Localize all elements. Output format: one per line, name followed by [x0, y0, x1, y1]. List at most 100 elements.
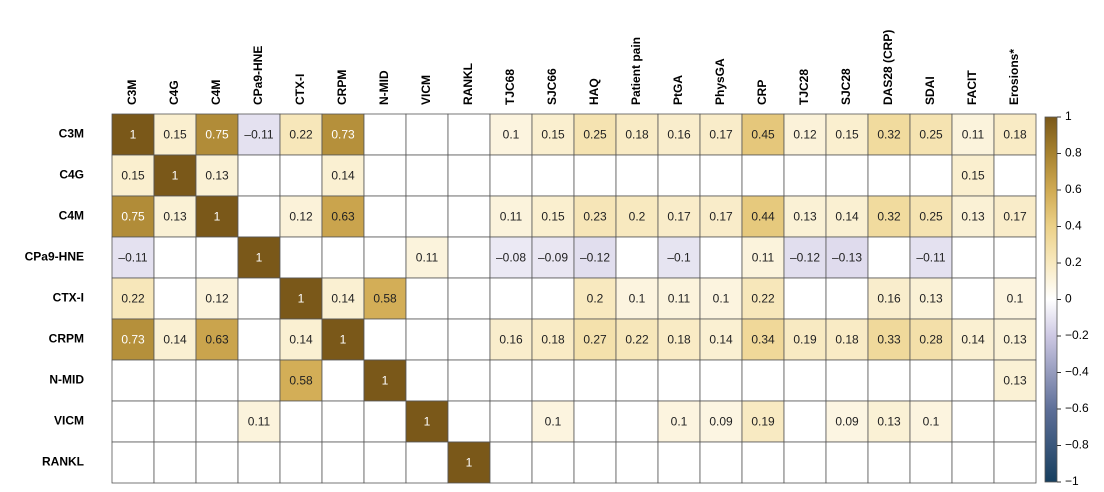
- empty-cell: [405, 359, 449, 402]
- column-label: SJC28: [839, 68, 853, 105]
- column-label: FACIT: [965, 70, 979, 105]
- column-label: PhysGA: [713, 58, 727, 105]
- empty-cell: [237, 195, 281, 238]
- empty-cell: [951, 400, 995, 443]
- cell: [237, 400, 281, 443]
- cell-label: 0.75: [205, 128, 229, 142]
- cell: [489, 318, 533, 361]
- cell-label: 0.14: [331, 169, 355, 183]
- empty-cell: [363, 400, 407, 443]
- cell-label: 0.17: [709, 210, 733, 224]
- cell-label: 0.58: [373, 292, 397, 306]
- cell-label: 0.16: [877, 292, 901, 306]
- cell-label: 0.18: [835, 333, 859, 347]
- row-label: C4G: [59, 168, 84, 182]
- cell-label: –0.09: [538, 251, 568, 265]
- cell: [909, 113, 953, 156]
- cell: [741, 195, 785, 238]
- cell: [111, 236, 155, 279]
- cell-label: 0.22: [121, 292, 145, 306]
- colorbar-tick-label: 1: [1065, 109, 1072, 123]
- row-label: CPa9-HNE: [25, 250, 84, 264]
- cell-label: –0.1: [667, 251, 691, 265]
- cell: [405, 236, 449, 279]
- cell: [111, 113, 155, 156]
- cell-label: 0.14: [961, 333, 985, 347]
- cell-label: 0.63: [205, 333, 229, 347]
- cell-label: 0.12: [793, 128, 817, 142]
- empty-cell: [363, 441, 407, 484]
- cell-label: 0.13: [1003, 374, 1027, 388]
- row-label: RANKL: [42, 455, 84, 469]
- cell: [783, 195, 827, 238]
- cell-label: 0.18: [625, 128, 649, 142]
- empty-cell: [783, 441, 827, 484]
- empty-cell: [405, 154, 449, 197]
- empty-cell: [279, 154, 323, 197]
- cell: [279, 359, 323, 402]
- cell-label: 1: [172, 169, 179, 183]
- cell-label: 0.22: [625, 333, 649, 347]
- empty-cell: [783, 400, 827, 443]
- cell-label: 0.32: [877, 210, 901, 224]
- cell-label: 0.11: [752, 251, 775, 265]
- cell-label: 0.22: [751, 292, 775, 306]
- empty-cell: [405, 113, 449, 156]
- empty-cell: [531, 359, 575, 402]
- cell-label: 0.19: [751, 415, 775, 429]
- empty-cell: [615, 441, 659, 484]
- empty-cell: [615, 236, 659, 279]
- cell-label: 0.28: [919, 333, 943, 347]
- cell-label: 0.2: [587, 292, 604, 306]
- empty-cell: [531, 277, 575, 320]
- empty-cell: [489, 154, 533, 197]
- empty-cell: [825, 359, 869, 402]
- cell: [279, 318, 323, 361]
- cell-label: 0.18: [541, 333, 565, 347]
- cell: [993, 359, 1037, 402]
- row-label: CTX-I: [53, 291, 84, 305]
- colorbar-tick-label: −0.2: [1065, 328, 1089, 342]
- cell: [195, 195, 239, 238]
- row-label: C3M: [59, 127, 84, 141]
- empty-cell: [153, 441, 197, 484]
- cell-label: 0.14: [163, 333, 187, 347]
- cell-label: –0.11: [244, 128, 273, 142]
- colorbar-tick-label: 0.4: [1065, 219, 1082, 233]
- empty-cell: [783, 154, 827, 197]
- colorbar-tick-label: −0.6: [1065, 401, 1089, 415]
- empty-cell: [573, 400, 617, 443]
- empty-cell: [321, 400, 365, 443]
- cell-label: 1: [424, 415, 431, 429]
- empty-cell: [867, 441, 911, 484]
- column-label: C3M: [125, 80, 139, 105]
- colorbar-tick-label: −0.4: [1065, 365, 1089, 379]
- cell: [531, 113, 575, 156]
- cell-label: 0.13: [163, 210, 187, 224]
- cell: [993, 113, 1037, 156]
- empty-cell: [741, 154, 785, 197]
- cell-label: 0.33: [877, 333, 901, 347]
- cell-label: 0.73: [331, 128, 355, 142]
- cell-label: 1: [256, 251, 263, 265]
- column-label: C4G: [167, 80, 181, 105]
- cell: [993, 318, 1037, 361]
- cell-label: 0.14: [835, 210, 859, 224]
- empty-cell: [699, 441, 743, 484]
- column-label: CRPM: [335, 70, 349, 105]
- cell-label: 1: [214, 210, 221, 224]
- cell: [195, 277, 239, 320]
- cell: [951, 113, 995, 156]
- column-label: C4M: [209, 80, 223, 105]
- empty-cell: [489, 359, 533, 402]
- empty-cell: [321, 441, 365, 484]
- empty-cell: [783, 277, 827, 320]
- cell: [909, 400, 953, 443]
- empty-cell: [405, 277, 449, 320]
- empty-cell: [111, 441, 155, 484]
- empty-cell: [237, 154, 281, 197]
- cell-label: 0.15: [541, 128, 565, 142]
- empty-cell: [321, 236, 365, 279]
- cell: [657, 400, 701, 443]
- empty-cell: [615, 359, 659, 402]
